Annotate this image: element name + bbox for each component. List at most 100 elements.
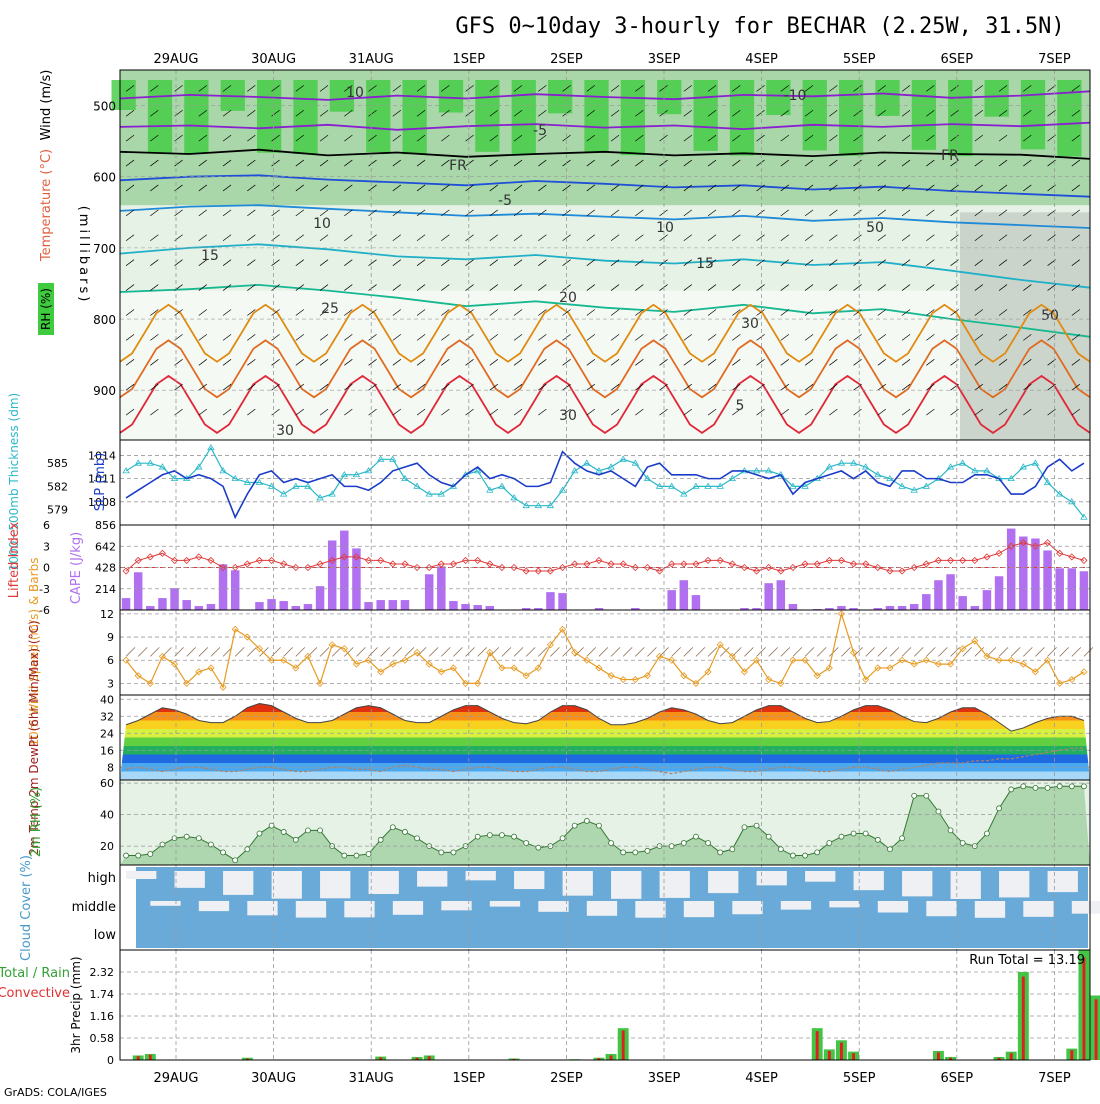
cape-bar bbox=[486, 606, 494, 610]
wind-tick-label: 3 bbox=[107, 677, 114, 690]
cloud-gap-middle bbox=[247, 901, 277, 915]
rh2m-point bbox=[1045, 785, 1050, 790]
precip-convective-bar bbox=[828, 1051, 831, 1060]
precip-tick-label: 0.58 bbox=[90, 1032, 115, 1045]
precip-convective-bar bbox=[137, 1056, 140, 1060]
day-label-top: 30AUG bbox=[251, 52, 296, 67]
rh2m-point bbox=[354, 853, 359, 858]
cloud-gap-middle bbox=[296, 901, 326, 918]
cloud-gap-high bbox=[854, 871, 884, 890]
contour-label: 50 bbox=[1041, 308, 1059, 324]
cape-bar bbox=[376, 600, 384, 610]
day-label-top: 1SEP bbox=[453, 52, 486, 67]
cloud-gap-high bbox=[805, 871, 835, 882]
upper-legend-wind: Wind (m/s) bbox=[39, 70, 54, 141]
rh2m-point bbox=[997, 806, 1002, 811]
rh2m-point bbox=[148, 851, 153, 856]
cape-bar bbox=[292, 606, 300, 610]
cape-bar bbox=[449, 601, 457, 610]
precip-legend-convective: Convective bbox=[0, 986, 70, 1001]
cape-bar bbox=[231, 570, 239, 610]
cloud-gap-middle bbox=[732, 901, 762, 914]
rh-band-saturated bbox=[985, 80, 1009, 117]
cape-tick-label: 856 bbox=[95, 519, 116, 532]
day-label-bottom: 6SEP bbox=[941, 1071, 974, 1086]
li-tick-label: 0 bbox=[43, 562, 50, 575]
rh-band-saturated bbox=[293, 80, 317, 154]
rh2m-point bbox=[451, 850, 456, 855]
rh2m-point bbox=[924, 793, 929, 798]
precip-tick-label: 2.32 bbox=[90, 966, 115, 979]
rh2m-point bbox=[815, 850, 820, 855]
rh2m-point bbox=[875, 837, 880, 842]
rh2m-axis-label: 2m RH (%) bbox=[29, 787, 44, 858]
cape-bar bbox=[789, 604, 797, 610]
contour-label: 15 bbox=[201, 248, 219, 264]
cape-bar bbox=[946, 574, 954, 610]
cloud-gap-middle bbox=[926, 901, 956, 916]
temp-tick-label: 16 bbox=[100, 744, 114, 757]
wind-tick-label: 6 bbox=[107, 654, 114, 667]
rh2m-point bbox=[1069, 784, 1074, 789]
contour-label: 20 bbox=[559, 290, 577, 306]
rh2m-point bbox=[1009, 787, 1014, 792]
day-label-bottom: 7SEP bbox=[1038, 1071, 1071, 1086]
rh2m-point bbox=[912, 793, 917, 798]
cape-bar bbox=[983, 590, 991, 610]
rh2m-point bbox=[184, 834, 189, 839]
precip-convective-bar bbox=[622, 1030, 625, 1060]
contour-label: 30 bbox=[741, 316, 759, 332]
cape-tick-label: 428 bbox=[95, 562, 116, 575]
rh-band-saturated bbox=[839, 80, 863, 156]
cloud-gap-high bbox=[320, 871, 350, 898]
cloud-gap-middle bbox=[829, 901, 859, 907]
temp-band bbox=[120, 755, 1090, 764]
rh-band-saturated bbox=[948, 80, 972, 156]
cape-axis-label: CAPE (J/kg) bbox=[69, 532, 84, 604]
temp-tick-label: 32 bbox=[100, 710, 114, 723]
cape-bar bbox=[207, 604, 215, 610]
rh-band-saturated bbox=[730, 80, 754, 155]
rh-band-saturated bbox=[657, 80, 681, 114]
cape-bar bbox=[473, 605, 481, 610]
temp-tick-label: 8 bbox=[107, 761, 114, 774]
rh2m-point bbox=[621, 850, 626, 855]
cape-bar bbox=[922, 594, 930, 610]
rh2m-point bbox=[512, 834, 517, 839]
cloud-gap-high bbox=[514, 871, 544, 889]
precip-convective-bar bbox=[1022, 977, 1025, 1060]
cape-bar bbox=[667, 590, 675, 610]
cloud-gap-high bbox=[951, 871, 981, 899]
cape-bar bbox=[401, 600, 409, 610]
rh2m-point bbox=[900, 836, 905, 841]
pressure-tick-label: 800 bbox=[93, 313, 116, 327]
cloud-gap-high bbox=[902, 871, 932, 896]
rh2m-point bbox=[706, 840, 711, 845]
thickness-tick-label: 579 bbox=[47, 504, 68, 517]
rh2m-point bbox=[257, 831, 262, 836]
cape-bar bbox=[910, 604, 918, 610]
contour-label: 30 bbox=[276, 423, 294, 439]
rh2m-point bbox=[245, 847, 250, 852]
cloud-axis-label: Cloud Cover (%) bbox=[19, 855, 34, 961]
temp-tick-label: 40 bbox=[100, 693, 114, 706]
cloud-gap-middle bbox=[587, 901, 617, 916]
rh2m-point bbox=[390, 825, 395, 830]
contour-label: -5 bbox=[533, 123, 547, 139]
rh2m-point bbox=[851, 831, 856, 836]
day-label-bottom: 5SEP bbox=[843, 1071, 876, 1086]
cloud-gap-middle bbox=[781, 901, 811, 910]
thickness-tick-label: 585 bbox=[47, 457, 68, 470]
cape-bar bbox=[692, 595, 700, 610]
rh2m-point bbox=[1057, 784, 1062, 789]
day-label-top: 4SEP bbox=[745, 52, 778, 67]
cloud-gap-high bbox=[223, 871, 253, 895]
cape-tick-label: 642 bbox=[95, 540, 116, 553]
rh2m-point bbox=[293, 837, 298, 842]
cape-bar bbox=[170, 588, 178, 610]
day-label-top: 3SEP bbox=[648, 52, 681, 67]
rh2m-point bbox=[124, 853, 129, 858]
rh2m-point bbox=[693, 834, 698, 839]
upper-legend-temperature: Temperature (°C) bbox=[39, 149, 54, 262]
pressure-tick-label: 600 bbox=[93, 171, 116, 185]
